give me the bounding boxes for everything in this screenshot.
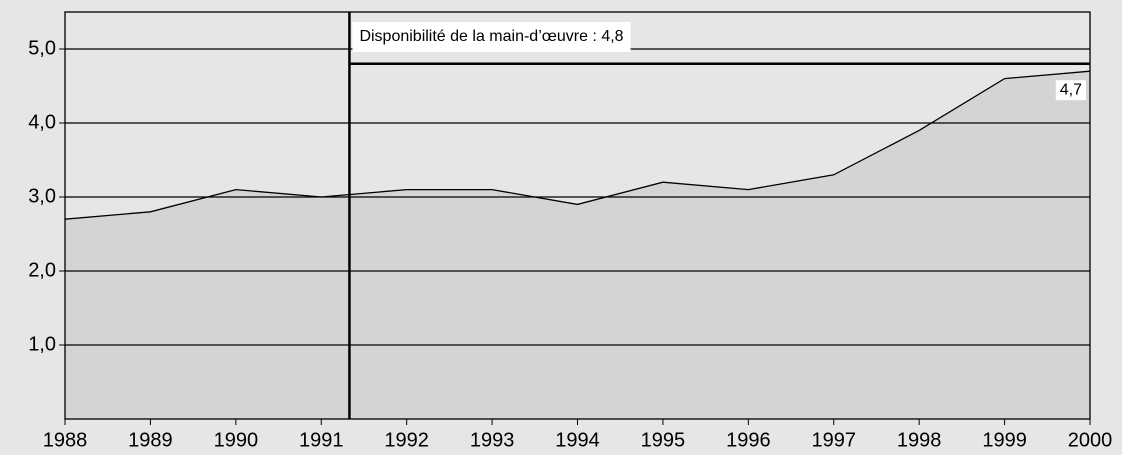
x-tick-label: 2000: [1068, 429, 1113, 451]
plot-frame: [64, 11, 1091, 420]
annotation-box: [352, 22, 631, 52]
x-tick-label: 1992: [384, 429, 429, 451]
x-tick-label: 1989: [128, 429, 173, 451]
x-tick-label: 1996: [726, 429, 771, 451]
annotation: Disponibilité de la main-d’œuvre : 4,8: [359, 28, 623, 45]
x-tick-label: 1998: [897, 429, 942, 451]
line: [64, 70, 1091, 220]
data-label-box: [1055, 80, 1086, 101]
x-tick-label: 1994: [555, 429, 600, 451]
data-label: 4,7: [1060, 81, 1082, 98]
y-tick-label: 2,0: [28, 259, 56, 281]
x-tick-label: 1991: [299, 429, 344, 451]
y-tick-label: 1,0: [28, 333, 56, 355]
y-tick-label: 3,0: [28, 185, 56, 207]
x-tick-label: 1988: [43, 429, 88, 451]
x-tick-label: 1993: [470, 429, 515, 451]
y-tick-label: 4,0: [28, 111, 56, 133]
x-tick-label: 1995: [641, 429, 686, 451]
x-tick-label: 1990: [214, 429, 259, 451]
y-tick-label: 5,0: [28, 37, 56, 59]
x-tick-label: 1999: [982, 429, 1027, 451]
x-tick-label: 1997: [812, 429, 857, 451]
area: [65, 71, 1090, 419]
